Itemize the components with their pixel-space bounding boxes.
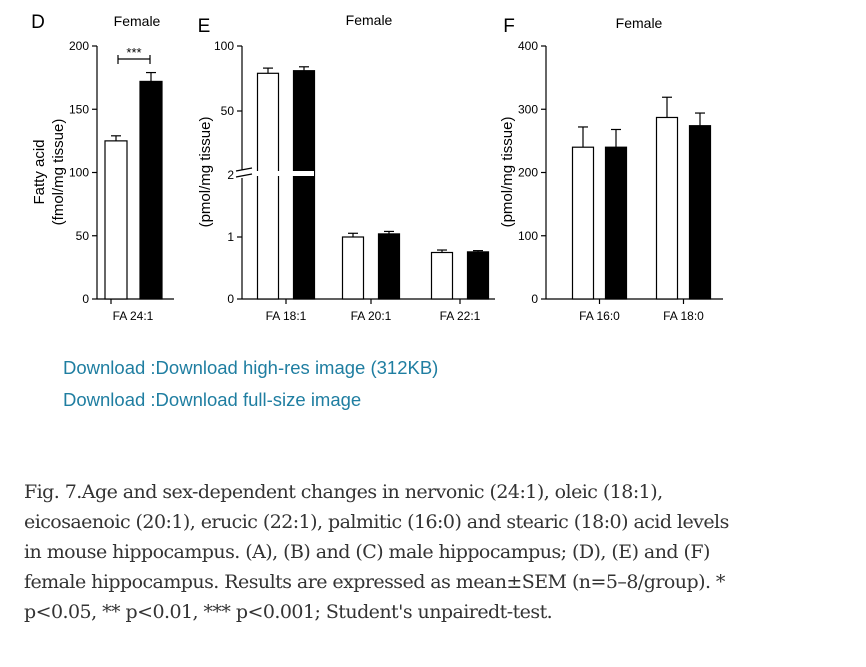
caption-line: p<0.05, ** p<0.01, *** p<0.001; Student'… [24, 601, 553, 623]
bar-black [377, 233, 401, 300]
y-tick-label: 100 [214, 39, 234, 53]
y-tick-label: 0 [531, 292, 538, 306]
y-tick-label: 400 [518, 39, 538, 53]
download-links: Download :Download high-res image (312KB… [63, 352, 438, 416]
axis-break-mark [235, 173, 253, 178]
axis-break-gap [236, 171, 314, 176]
significance-label: *** [126, 45, 141, 60]
panel-letter: E [198, 16, 211, 37]
panel-title: Female [114, 13, 161, 29]
bar-black [292, 70, 316, 300]
y-tick-label: 2 [227, 168, 234, 182]
x-tick-label: FA 16:0 [579, 309, 620, 323]
y-axis-label-line: Fatty acid [31, 139, 48, 204]
x-tick-label: FA 18:0 [663, 309, 704, 323]
caption-line: female hippocampus. Results are expresse… [24, 571, 725, 593]
x-tick-label: FA 22:1 [440, 309, 481, 323]
panel-letter: F [503, 16, 515, 37]
panel-title: Female [346, 12, 393, 28]
bar-white [104, 140, 128, 300]
y-axis-label-line: (fmol/mg tissue) [50, 119, 67, 226]
caption-line: eicosaenoic (20:1), erucic (22:1), palmi… [24, 511, 729, 533]
y-tick-label: 1 [227, 230, 234, 244]
bar-black [688, 125, 712, 300]
y-axis-label: (pmol/mg tissue) [499, 117, 516, 228]
bar-black [139, 80, 163, 300]
panel-title: Female [616, 15, 663, 31]
y-axis-label: (pmol/mg tissue) [197, 117, 214, 228]
bar-white [256, 72, 280, 300]
bar-white [341, 236, 365, 300]
x-tick-label: FA 24:1 [113, 309, 154, 323]
x-tick-label: FA 18:1 [266, 309, 307, 323]
caption-line: Fig. 7.Age and sex-dependent changes in … [24, 481, 663, 503]
x-tick-label: FA 20:1 [351, 309, 392, 323]
axis-break-mark [235, 167, 253, 172]
y-tick-label: 100 [518, 229, 538, 243]
y-tick-label: 200 [518, 166, 538, 180]
caption-line: in mouse hippocampus. (A), (B) and (C) m… [24, 541, 710, 563]
bar-black [604, 146, 628, 300]
bar-black [466, 251, 490, 300]
panel-letter: D [31, 12, 45, 33]
bar-white [655, 116, 679, 300]
y-tick-label: 100 [69, 166, 89, 180]
y-tick-label: 0 [82, 292, 89, 306]
y-tick-label: 50 [221, 104, 235, 118]
bar-white [571, 146, 595, 300]
y-tick-label: 150 [69, 102, 89, 116]
download-full-size-link[interactable]: Download :Download full-size image [63, 389, 362, 410]
download-high-res-link[interactable]: Download :Download high-res image (312KB… [63, 357, 439, 378]
y-tick-label: 300 [518, 102, 538, 116]
bar-white [430, 251, 454, 300]
figure-caption: Fig. 7.Age and sex-dependent changes in … [24, 477, 854, 627]
y-tick-label: 200 [69, 39, 89, 53]
y-tick-label: 0 [227, 292, 234, 306]
y-tick-label: 50 [76, 229, 90, 243]
y-axis-label: Fatty acid (fmol/mg tissue) [31, 119, 67, 226]
